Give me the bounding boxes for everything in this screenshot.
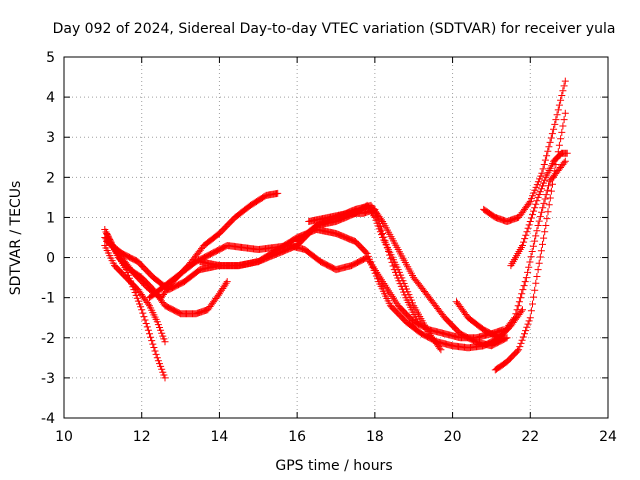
y-tick-label: 0 xyxy=(46,251,55,267)
y-tick-label: -1 xyxy=(41,291,55,307)
x-tick-label: 20 xyxy=(444,429,462,445)
data-series-track-3 xyxy=(101,189,282,302)
x-tick-label: 22 xyxy=(521,429,539,445)
data-series-track-12 xyxy=(491,109,569,374)
data-series-track-10 xyxy=(453,298,526,342)
data-series-track-4 xyxy=(103,230,231,318)
data-series-track-1 xyxy=(101,226,169,382)
y-tick-label: -3 xyxy=(41,371,55,387)
x-tick-label: 18 xyxy=(366,429,384,445)
y-tick-label: 1 xyxy=(46,210,55,226)
series-group xyxy=(101,77,571,382)
x-tick-label: 10 xyxy=(55,429,73,445)
data-series-track-7 xyxy=(196,201,511,350)
y-tick-label: -2 xyxy=(41,331,55,347)
x-tick-label: 12 xyxy=(133,429,151,445)
y-tick-label: 2 xyxy=(46,170,55,186)
data-series-track-13 xyxy=(507,149,571,270)
grid xyxy=(64,57,608,418)
y-tick-label: 5 xyxy=(46,50,55,66)
x-tick-label: 16 xyxy=(288,429,306,445)
x-tick-label: 14 xyxy=(211,429,229,445)
data-series-track-2 xyxy=(101,242,169,346)
y-tick-label: -4 xyxy=(41,411,55,427)
y-tick-label: 4 xyxy=(46,90,55,106)
x-tick-label: 24 xyxy=(599,429,617,445)
x-axis-title: GPS time / hours xyxy=(275,458,392,474)
data-series-track-9 xyxy=(305,205,422,326)
plot-frame xyxy=(63,56,609,419)
y-axis-title: SDTVAR / TECUs xyxy=(8,181,24,296)
data-series-track-5 xyxy=(103,157,569,352)
y-tick-label: 3 xyxy=(46,130,55,146)
data-series-track-11 xyxy=(480,77,569,225)
chart-title: Day 092 of 2024, Sidereal Day-to-day VTE… xyxy=(53,21,616,37)
